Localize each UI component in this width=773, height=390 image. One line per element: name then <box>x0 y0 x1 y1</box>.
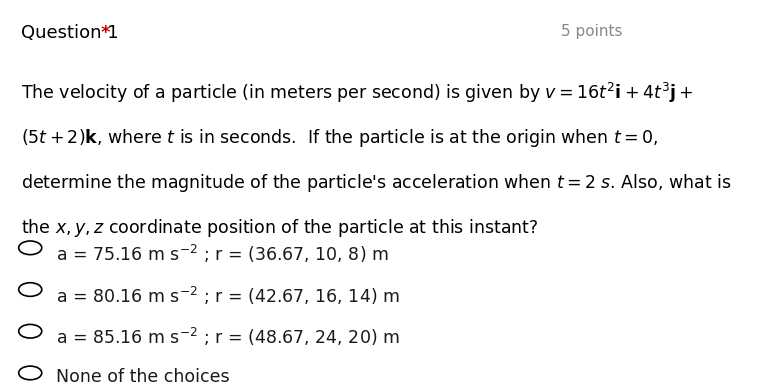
Text: None of the choices: None of the choices <box>56 368 230 386</box>
Text: a = 80.16 m s$^{-2}$ ; r = (42.67, 16, 14) m: a = 80.16 m s$^{-2}$ ; r = (42.67, 16, 1… <box>56 285 400 307</box>
Text: determine the magnitude of the particle's acceleration when $t = 2$ $s$. Also, w: determine the magnitude of the particle'… <box>21 172 731 194</box>
Text: *: * <box>100 24 111 42</box>
Text: $(5t + 2)\mathbf{k}$, where $t$ is in seconds.  If the particle is at the origin: $(5t + 2)\mathbf{k}$, where $t$ is in se… <box>21 126 658 149</box>
Text: 5 points: 5 points <box>561 24 623 39</box>
Text: The velocity of a particle (in meters per second) is given by $v = 16t^2\mathbf{: The velocity of a particle (in meters pe… <box>21 81 693 105</box>
Text: a = 75.16 m s$^{-2}$ ; r = (36.67, 10, 8) m: a = 75.16 m s$^{-2}$ ; r = (36.67, 10, 8… <box>56 243 389 265</box>
Text: the $x, y, z$ coordinate position of the particle at this instant?: the $x, y, z$ coordinate position of the… <box>21 218 538 239</box>
Text: Question 1: Question 1 <box>21 24 118 42</box>
Text: a = 85.16 m s$^{-2}$ ; r = (48.67, 24, 20) m: a = 85.16 m s$^{-2}$ ; r = (48.67, 24, 2… <box>56 326 400 348</box>
